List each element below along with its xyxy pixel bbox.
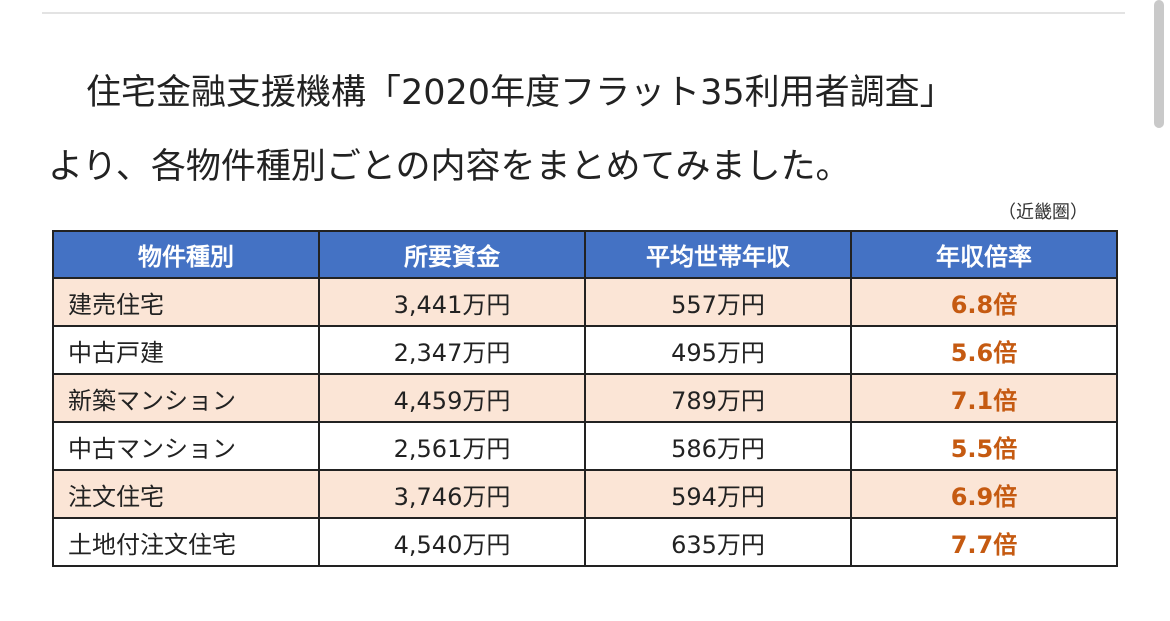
income-ratio-cell: 6.9倍 bbox=[850, 469, 1118, 519]
average-income-cell: 789万円 bbox=[584, 373, 852, 423]
table-row: 建売住宅 3,441万円 557万円 6.8倍 bbox=[52, 277, 1118, 327]
property-type-cell: 新築マンション bbox=[52, 373, 320, 423]
income-ratio-cell: 7.1倍 bbox=[850, 373, 1118, 423]
column-header-required-funds: 所要資金 bbox=[318, 230, 586, 279]
property-type-cell: 建売住宅 bbox=[52, 277, 320, 327]
property-type-cell: 中古マンション bbox=[52, 421, 320, 471]
income-ratio-cell: 5.5倍 bbox=[850, 421, 1118, 471]
intro-paragraph: 住宅金融支援機構「2020年度フラット35利用者調査」 より、各物件種別ごとの内… bbox=[48, 56, 1128, 204]
average-income-cell: 557万円 bbox=[584, 277, 852, 327]
required-funds-cell: 2,561万円 bbox=[318, 421, 586, 471]
table-row: 注文住宅 3,746万円 594万円 6.9倍 bbox=[52, 469, 1118, 519]
required-funds-cell: 4,459万円 bbox=[318, 373, 586, 423]
table-row: 中古戸建 2,347万円 495万円 5.6倍 bbox=[52, 325, 1118, 375]
table-row: 土地付注文住宅 4,540万円 635万円 7.7倍 bbox=[52, 517, 1118, 567]
table-header-row: 物件種別 所要資金 平均世帯年収 年収倍率 bbox=[52, 230, 1118, 279]
average-income-cell: 495万円 bbox=[584, 325, 852, 375]
intro-line-1: 住宅金融支援機構「2020年度フラット35利用者調査」 bbox=[86, 73, 955, 113]
scrollbar[interactable] bbox=[1154, 0, 1164, 128]
column-header-property-type: 物件種別 bbox=[52, 230, 320, 279]
average-income-cell: 586万円 bbox=[584, 421, 852, 471]
income-ratio-cell: 7.7倍 bbox=[850, 517, 1118, 567]
required-funds-cell: 3,746万円 bbox=[318, 469, 586, 519]
column-header-average-income: 平均世帯年収 bbox=[584, 230, 852, 279]
table-row: 新築マンション 4,459万円 789万円 7.1倍 bbox=[52, 373, 1118, 423]
column-header-income-ratio: 年収倍率 bbox=[850, 230, 1118, 279]
required-funds-cell: 2,347万円 bbox=[318, 325, 586, 375]
average-income-cell: 635万円 bbox=[584, 517, 852, 567]
property-type-table: 物件種別 所要資金 平均世帯年収 年収倍率 建売住宅 3,441万円 557万円… bbox=[52, 230, 1118, 567]
income-ratio-cell: 6.8倍 bbox=[850, 277, 1118, 327]
property-type-cell: 土地付注文住宅 bbox=[52, 517, 320, 567]
average-income-cell: 594万円 bbox=[584, 469, 852, 519]
income-ratio-cell: 5.6倍 bbox=[850, 325, 1118, 375]
property-type-cell: 中古戸建 bbox=[52, 325, 320, 375]
property-type-cell: 注文住宅 bbox=[52, 469, 320, 519]
table-row: 中古マンション 2,561万円 586万円 5.5倍 bbox=[52, 421, 1118, 471]
required-funds-cell: 4,540万円 bbox=[318, 517, 586, 567]
intro-line-2: より、各物件種別ごとの内容をまとめてみました。 bbox=[48, 147, 851, 187]
top-divider bbox=[42, 12, 1125, 14]
required-funds-cell: 3,441万円 bbox=[318, 277, 586, 327]
region-note: （近畿圏） bbox=[998, 202, 1088, 223]
